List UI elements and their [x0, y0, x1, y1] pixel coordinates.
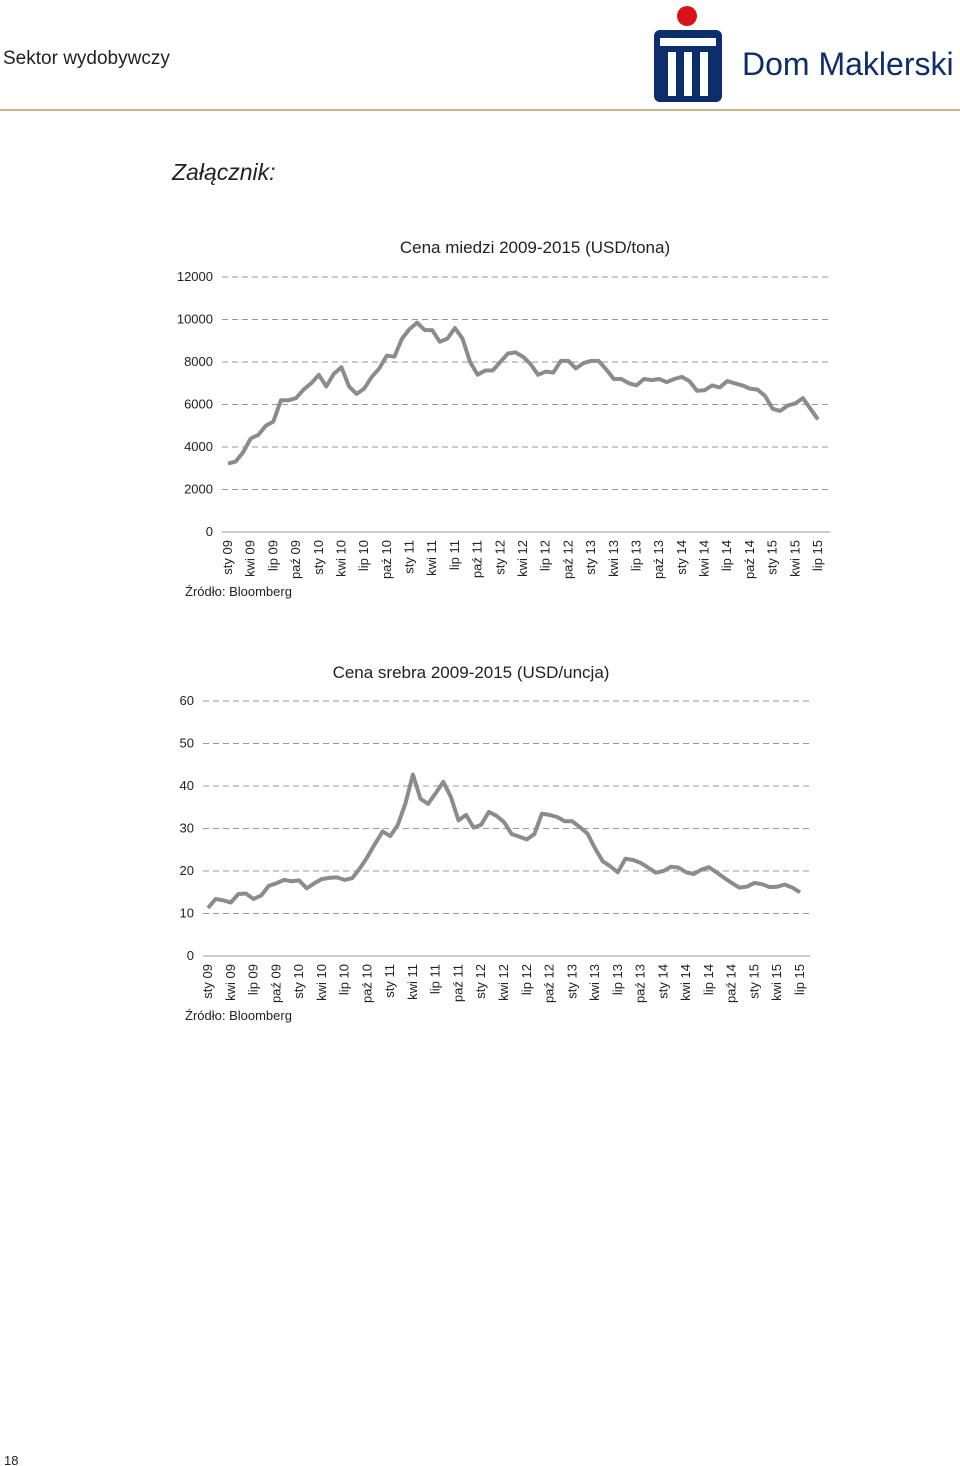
- x-tick-label: lip 11: [428, 964, 443, 994]
- chart-title: Cena miedzi 2009-2015 (USD/tona): [400, 238, 670, 257]
- series-line: [206, 772, 802, 910]
- x-tick-label: kwi 14: [678, 964, 693, 1001]
- x-tick-label: lip 10: [337, 964, 352, 995]
- x-tick-label: lip 12: [519, 964, 534, 995]
- x-tick-label: sty 10: [311, 540, 326, 575]
- x-tick-label: sty 14: [655, 964, 670, 999]
- x-tick-label: lip 15: [792, 964, 807, 995]
- x-tick-label: kwi 15: [769, 964, 784, 1001]
- y-tick-label: 60: [180, 693, 194, 708]
- x-tick-label: sty 11: [402, 540, 417, 574]
- y-tick-label: 4000: [184, 439, 213, 454]
- x-tick-label: lip 14: [701, 964, 716, 995]
- x-tick-label: sty 13: [564, 964, 579, 999]
- x-tick-label: kwi 11: [405, 964, 420, 1000]
- y-tick-label: 8000: [184, 354, 213, 369]
- x-tick-label: sty 15: [746, 964, 761, 999]
- source: Źródło: Bloomberg: [185, 584, 292, 599]
- x-tick-label: lip 13: [610, 964, 625, 995]
- x-tick-label: kwi 13: [587, 964, 602, 1001]
- y-tick-label: 10: [180, 906, 194, 921]
- y-tick-label: 10000: [177, 312, 213, 327]
- y-tick-label: 20: [180, 863, 194, 878]
- x-tick-label: paź 14: [724, 964, 739, 1003]
- y-tick-label: 30: [180, 821, 194, 836]
- x-tick-label: lip 14: [719, 540, 734, 571]
- x-tick-label: lip 10: [356, 540, 371, 571]
- page-number: 18: [4, 1453, 18, 1466]
- y-tick-label: 12000: [177, 269, 213, 284]
- x-tick-label: kwi 12: [515, 540, 530, 577]
- x-tick-label: lip 09: [246, 964, 261, 995]
- x-tick-label: paź 09: [288, 540, 303, 579]
- x-tick-label: kwi 13: [606, 540, 621, 577]
- x-tick-label: paź 09: [268, 964, 283, 1003]
- x-tick-label: paź 12: [560, 540, 575, 579]
- y-tick-label: 0: [206, 524, 213, 539]
- x-tick-label: sty 12: [492, 540, 507, 575]
- x-tick-label: kwi 10: [314, 964, 329, 1001]
- brand: Dom Maklerski: [742, 46, 954, 82]
- x-tick-label: sty 09: [220, 540, 235, 575]
- x-tick-label: sty 12: [473, 964, 488, 999]
- x-tick-label: paź 10: [379, 540, 394, 579]
- x-tick-label: kwi 09: [243, 540, 258, 577]
- x-tick-label: lip 15: [810, 540, 825, 571]
- x-tick-label: kwi 10: [333, 540, 348, 577]
- series-line: [227, 320, 820, 466]
- x-tick-label: kwi 12: [496, 964, 511, 1001]
- x-tick-label: lip 09: [265, 540, 280, 571]
- x-tick-label: kwi 09: [223, 964, 238, 1001]
- heading: Załącznik:: [171, 159, 276, 185]
- x-tick-label: paź 14: [742, 540, 757, 579]
- source: Źródło: Bloomberg: [185, 1008, 292, 1023]
- x-tick-label: sty 13: [583, 540, 598, 575]
- x-tick-label: paź 12: [542, 964, 557, 1003]
- x-tick-label: sty 09: [200, 964, 215, 999]
- x-tick-label: sty 10: [291, 964, 306, 999]
- chart-title: Cena srebra 2009-2015 (USD/uncja): [333, 663, 610, 682]
- x-tick-label: sty 14: [674, 540, 689, 575]
- x-tick-label: paź 11: [450, 964, 465, 1002]
- y-tick-label: 50: [180, 736, 194, 751]
- x-tick-label: lip 12: [538, 540, 553, 571]
- y-tick-label: 40: [180, 778, 194, 793]
- x-tick-label: paź 11: [470, 540, 485, 578]
- x-tick-label: kwi 15: [787, 540, 802, 577]
- x-tick-label: paź 13: [633, 964, 648, 1003]
- x-tick-label: sty 11: [382, 964, 397, 998]
- x-tick-label: paź 13: [651, 540, 666, 579]
- logo: [654, 6, 722, 102]
- x-tick-label: kwi 11: [424, 540, 439, 576]
- y-tick-label: 6000: [184, 397, 213, 412]
- y-tick-label: 2000: [184, 482, 213, 497]
- x-tick-label: lip 11: [447, 540, 462, 570]
- section-title: Sektor wydobywczy: [3, 48, 170, 69]
- x-tick-label: lip 13: [628, 540, 643, 571]
- x-tick-label: kwi 14: [697, 540, 712, 577]
- x-tick-label: sty 15: [765, 540, 780, 575]
- y-tick-label: 0: [187, 948, 194, 963]
- x-tick-label: paź 10: [359, 964, 374, 1003]
